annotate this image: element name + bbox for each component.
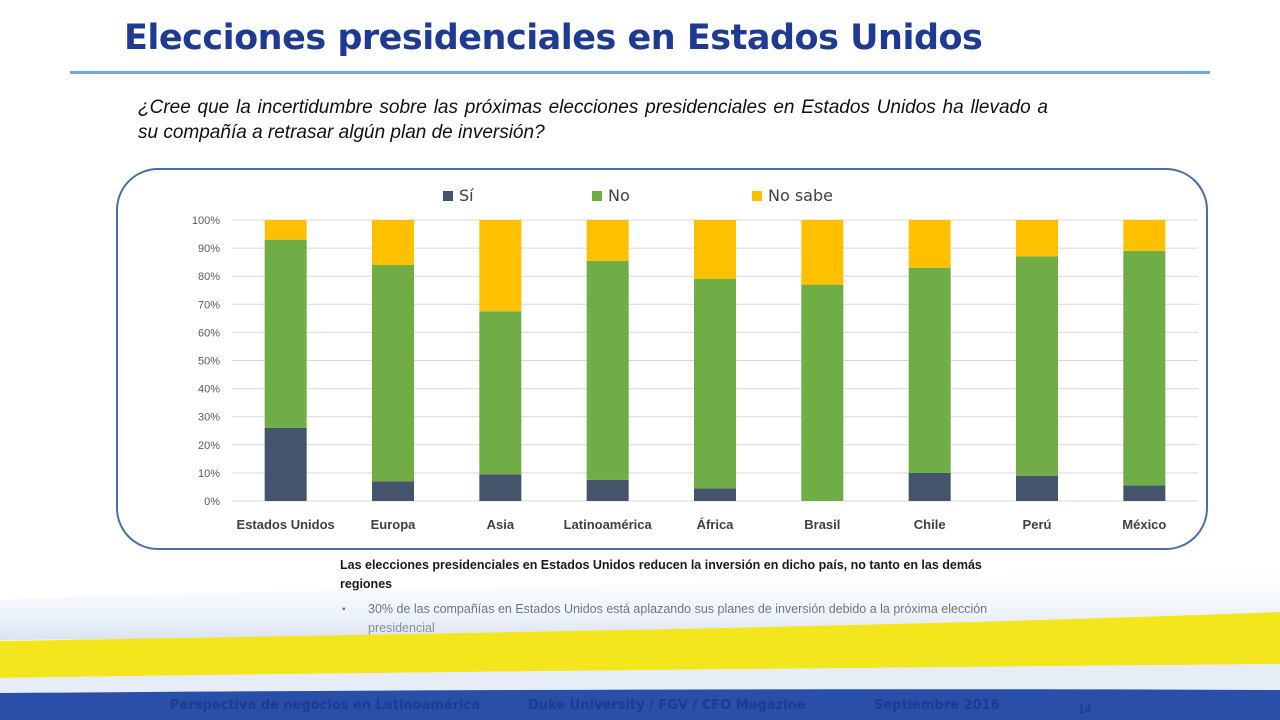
bar-segment [908,220,951,268]
footer-right: Septiembre 2016 [874,698,1000,713]
y-tick-label: 80% [198,271,220,283]
x-tick-label: México [1122,517,1166,532]
bar-segment [372,264,414,482]
bar-segment [479,311,522,475]
bar-segment [586,479,629,501]
y-tick-label: 60% [198,327,220,339]
title-underline [70,71,1210,74]
legend-label: No [608,186,630,205]
legend-label: No sabe [768,186,833,205]
bar-segment [372,220,414,265]
bar-segment [694,488,736,501]
y-tick-label: 10% [198,468,220,480]
chart-frame: 0% 10% 20% 30% 40% 50% 60% 70% 80% 90% 100% Estados… [116,168,1208,550]
bar-segment [908,267,951,473]
bar-segment [1123,485,1166,501]
footer-left: Perspectiva de negocios en Latinoamérica [170,698,481,713]
bar-segment [1016,475,1058,501]
bar-segment [586,260,629,480]
stacked-bar-chart: 0% 10% 20% 30% 40% 50% 60% 70% 80% 90% 100% Estados… [192,186,1198,532]
bar-segment [372,481,414,501]
x-tick-label: Europa [371,517,417,532]
y-tick-label: 50% [198,356,220,368]
slide-title: Elecciones presidenciales en Estados Uni… [124,18,983,58]
legend-label: Sí [459,186,474,205]
bar-segment [586,220,629,261]
y-tick-label: 30% [198,412,220,424]
bar-segment [264,239,307,428]
y-tick-label: 20% [198,440,220,452]
page-number: 14 [1078,702,1092,716]
x-tick-label: Asia [487,517,515,532]
y-tick-label: 0% [204,496,220,508]
x-tick-label: Chile [914,517,946,532]
survey-question: ¿Cree que la incertidumbre sobre las pró… [138,97,1048,143]
bar-segment [1123,220,1166,251]
y-tick-label: 90% [198,243,220,255]
bar-segment [801,220,844,285]
bar-segment [264,220,307,240]
notes-bullet: ▪ 30% de las compañías en Estados Unidos… [340,600,1020,638]
bar-segment [479,220,522,312]
footer-center: Duke University / FGV / CFO Magazine [528,698,806,713]
y-tick-label: 70% [198,299,220,311]
legend-swatch [443,191,453,201]
x-tick-label: África [697,517,735,532]
bullet-text: 30% de las compañías en Estados Unidos e… [368,602,988,635]
bar-segment [908,472,951,501]
notes-heading: Las elecciones presidenciales en Estados… [340,558,982,591]
bar-segment [479,474,522,501]
bar-segment [801,284,844,501]
bar-segment [1016,256,1058,476]
legend-swatch [752,191,762,201]
notes-block: Las elecciones presidenciales en Estados… [340,556,1020,638]
x-tick-label: Brasil [804,517,840,532]
bar-segment [264,427,307,501]
y-tick-label: 40% [198,384,220,396]
x-tick-label: Estados Unidos [237,517,335,532]
y-tick-label: 100% [192,215,220,227]
bar-segment [1123,250,1166,486]
bar-segment [1016,220,1058,257]
bullet-marker: ▪ [342,604,346,615]
legend-swatch [592,191,602,201]
light-band [0,664,1280,693]
bar-segment [694,279,736,489]
x-tick-label: Latinoamérica [564,517,653,532]
bar-segment [694,220,736,280]
x-tick-label: Perú [1023,517,1052,532]
